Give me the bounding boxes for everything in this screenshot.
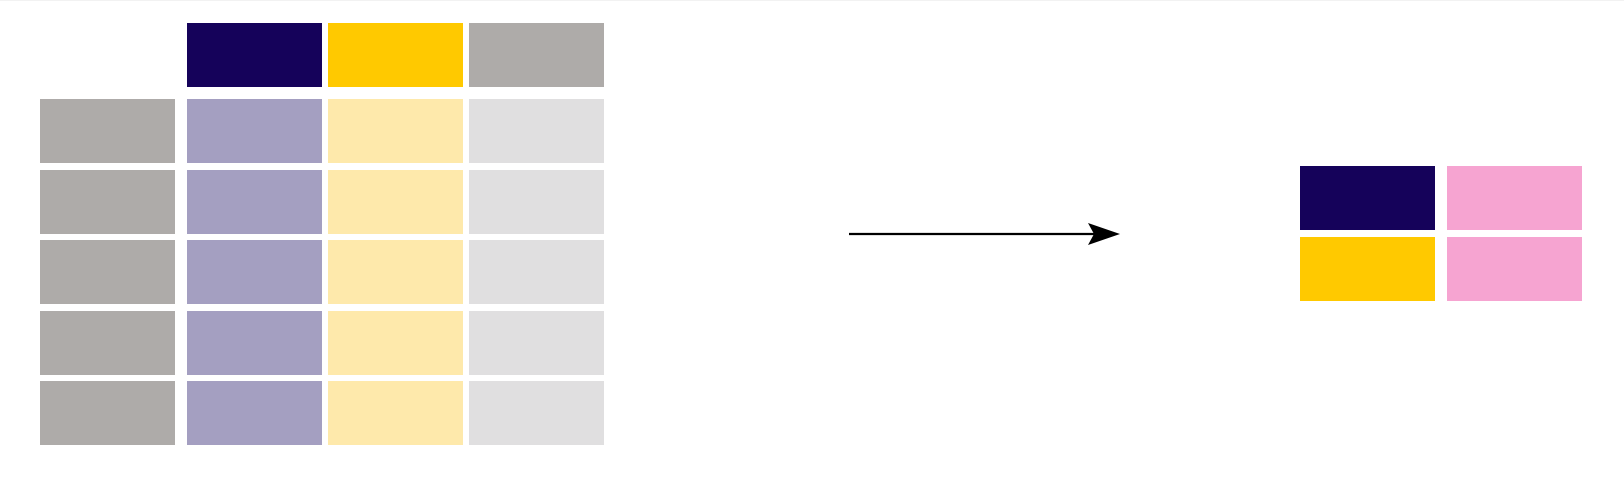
result-cell-2-1	[1300, 237, 1435, 301]
source-index-cell-1-0	[40, 99, 175, 163]
source-data-cell-4-3	[469, 311, 604, 375]
source-data-cell-5-3	[469, 381, 604, 445]
source-data-cell-3-2	[328, 240, 463, 304]
source-data-cell-5-2	[328, 381, 463, 445]
source-table	[40, 23, 604, 445]
source-data-cell-4-1	[187, 311, 322, 375]
source-data-cell-2-3	[469, 170, 604, 234]
source-data-cell-3-1	[187, 240, 322, 304]
source-data-cell-5-1	[187, 381, 322, 445]
source-index-cell-2-0	[40, 170, 175, 234]
source-header-cell-2	[328, 23, 463, 87]
result-table	[1300, 166, 1582, 301]
source-data-cell-1-3	[469, 99, 604, 163]
transform-arrow	[849, 223, 1120, 245]
source-header-cell-3	[469, 23, 604, 87]
source-data-cell-3-3	[469, 240, 604, 304]
source-index-cell-3-0	[40, 240, 175, 304]
source-data-cell-2-2	[328, 170, 463, 234]
result-cell-1-1	[1300, 166, 1435, 230]
source-data-cell-1-1	[187, 99, 322, 163]
result-cell-2-2	[1447, 237, 1582, 301]
source-index-cell-4-0	[40, 311, 175, 375]
arrow-head	[1088, 223, 1120, 245]
source-data-cell-2-1	[187, 170, 322, 234]
source-header-cell-1	[187, 23, 322, 87]
source-index-cell-5-0	[40, 381, 175, 445]
source-data-cell-4-2	[328, 311, 463, 375]
source-data-cell-1-2	[328, 99, 463, 163]
result-cell-1-2	[1447, 166, 1582, 230]
